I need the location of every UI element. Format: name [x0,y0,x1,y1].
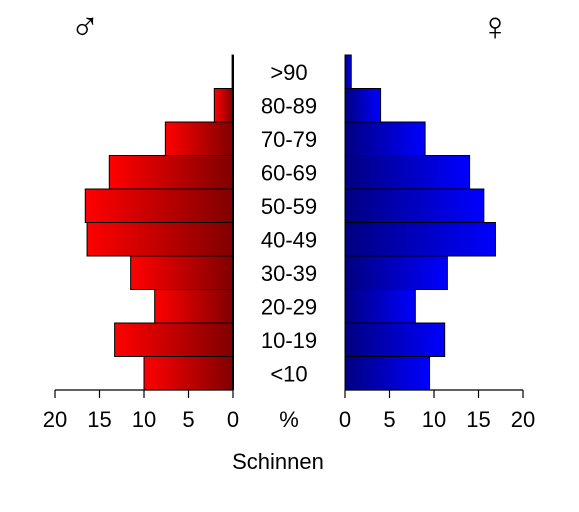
female-bar-7 [344,121,426,156]
male-bar-8 [213,88,234,123]
female-bar-9 [344,54,352,89]
age-labels: <10 10-19 20-29 30-39 40-49 50-59 60-69 70-79 80… [261,60,317,387]
female-tick-label-4: 20 [511,407,535,432]
female-tick-label-1: 5 [383,407,395,432]
male-bars [84,54,234,391]
male-bar-5 [84,188,234,223]
female-bar-5 [344,188,485,223]
age-label-8: 80-89 [261,93,317,118]
age-label-3: 30-39 [261,261,317,286]
male-bar-7 [164,121,234,156]
female-bars [344,54,496,391]
male-tick-label-4: 0 [227,407,239,432]
age-label-5: 50-59 [261,194,317,219]
x-axis-title: Schinnen [232,449,324,474]
male-tick-label-2: 10 [132,407,156,432]
male-bar-3 [130,255,234,290]
age-label-1: 10-19 [261,328,317,353]
female-bar-4 [344,222,496,257]
female-bar-1 [344,322,446,357]
age-label-9: >90 [270,60,307,85]
male-tick-label-1: 15 [87,407,111,432]
female-tick-label-2: 10 [422,407,446,432]
female-bar-3 [344,255,448,290]
male-bar-1 [114,322,234,357]
male-x-axis: 20 15 10 5 0 [43,389,239,432]
female-bar-2 [344,289,416,324]
age-label-6: 60-69 [261,160,317,185]
female-bar-0 [344,356,431,391]
age-label-7: 70-79 [261,127,317,152]
age-label-0: <10 [270,361,307,386]
female-tick-label-3: 15 [466,407,490,432]
female-symbol: ♀ [480,5,510,49]
age-label-4: 40-49 [261,227,317,252]
male-bar-2 [154,289,234,324]
unit-label: % [279,407,299,432]
male-tick-label-3: 5 [182,407,194,432]
female-x-axis: 0 5 10 15 20 [339,389,535,432]
male-bar-4 [86,222,234,257]
age-label-2: 20-29 [261,294,317,319]
male-tick-label-0: 20 [43,407,67,432]
female-bar-6 [344,155,471,190]
female-bar-8 [344,88,382,123]
female-tick-label-0: 0 [339,407,351,432]
male-bar-6 [108,155,234,190]
male-symbol: ♂ [70,5,100,49]
male-bar-0 [143,356,234,391]
